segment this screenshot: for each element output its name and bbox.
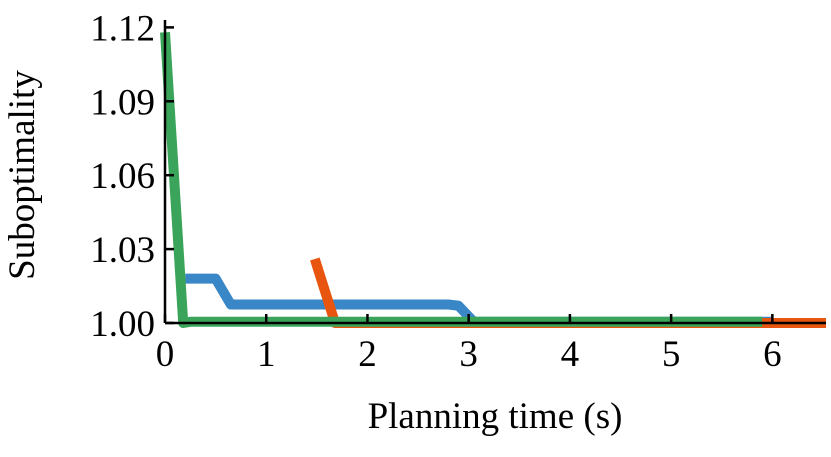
x-axis-label: Planning time (s) [368, 396, 623, 437]
x-tick-label: 6 [763, 334, 782, 375]
data-line [160, 32, 763, 328]
data-line [185, 273, 773, 327]
x-tick-label: 3 [459, 334, 478, 375]
y-tick-label: 1.03 [90, 230, 155, 271]
y-tick-label: 1.00 [90, 304, 155, 345]
y-tick-label: 1.12 [90, 8, 155, 49]
y-tick-label: 1.09 [90, 82, 155, 123]
x-tick-label: 0 [156, 334, 175, 375]
y-axis-label: Suboptimality [2, 70, 43, 280]
x-tick-label: 4 [561, 334, 580, 375]
x-tick-label: 2 [358, 334, 377, 375]
data-line [310, 257, 826, 328]
y-tick-label: 1.06 [90, 156, 155, 197]
x-tick-label: 5 [662, 334, 681, 375]
x-tick-label: 1 [257, 334, 276, 375]
